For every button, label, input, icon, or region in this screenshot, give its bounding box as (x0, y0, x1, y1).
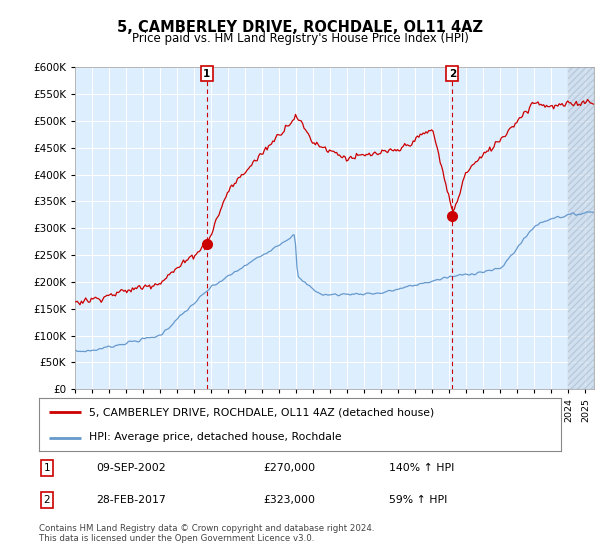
Text: 1: 1 (203, 69, 211, 79)
Text: 09-SEP-2002: 09-SEP-2002 (97, 463, 166, 473)
Text: 5, CAMBERLEY DRIVE, ROCHDALE, OL11 4AZ (detached house): 5, CAMBERLEY DRIVE, ROCHDALE, OL11 4AZ (… (89, 408, 434, 418)
Text: 5, CAMBERLEY DRIVE, ROCHDALE, OL11 4AZ: 5, CAMBERLEY DRIVE, ROCHDALE, OL11 4AZ (117, 20, 483, 35)
Text: HPI: Average price, detached house, Rochdale: HPI: Average price, detached house, Roch… (89, 432, 341, 442)
Text: 28-FEB-2017: 28-FEB-2017 (97, 495, 166, 505)
Text: 1: 1 (44, 463, 50, 473)
Text: 59% ↑ HPI: 59% ↑ HPI (389, 495, 447, 505)
Text: 140% ↑ HPI: 140% ↑ HPI (389, 463, 454, 473)
Text: Contains HM Land Registry data © Crown copyright and database right 2024.
This d: Contains HM Land Registry data © Crown c… (39, 524, 374, 543)
Text: £323,000: £323,000 (263, 495, 316, 505)
Text: £270,000: £270,000 (263, 463, 316, 473)
Text: 2: 2 (449, 69, 456, 79)
Bar (568, 67, 594, 389)
Text: 2: 2 (44, 495, 50, 505)
Text: Price paid vs. HM Land Registry's House Price Index (HPI): Price paid vs. HM Land Registry's House … (131, 32, 469, 45)
